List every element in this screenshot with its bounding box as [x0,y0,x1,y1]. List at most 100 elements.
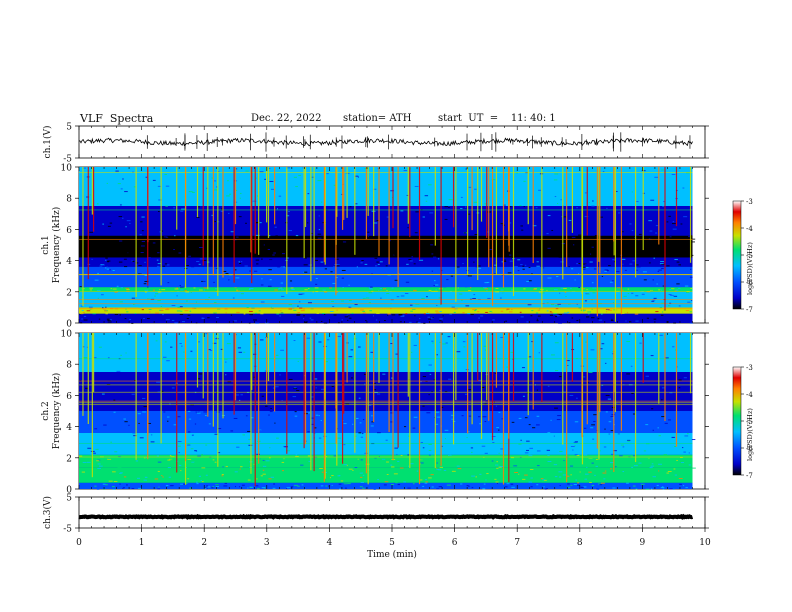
speckle [141,240,145,242]
speckle [93,359,95,361]
speckle [236,311,240,313]
speckle [403,481,407,483]
speckle [281,457,285,459]
speckle [249,305,254,307]
speckle [262,245,267,247]
speckle [634,313,639,315]
speckle [678,447,683,449]
speckle [179,286,184,288]
speckle [158,486,160,488]
speckle [510,457,515,459]
speckle [296,314,300,316]
y-axis-label: Frequency (kHz) [51,207,62,284]
sferic-spike [207,333,209,417]
speckle [308,288,310,290]
narrowband-line [79,384,693,386]
speckle [203,315,205,317]
speckle [403,170,408,172]
speckle [277,252,280,254]
speckle [384,295,387,297]
speckle [671,436,675,438]
speckle [459,438,461,440]
speckle [554,342,559,344]
speckle [650,465,655,467]
sferic-spike [91,333,93,478]
speckle [409,321,412,323]
speckle [270,407,272,409]
speckle [185,237,189,239]
colorbar-tick-label: -5 [746,418,753,426]
speckle [188,418,192,420]
speckle [563,216,567,218]
speckle [638,239,640,241]
speckle [504,460,508,462]
speckle [451,306,455,308]
speckle [359,207,362,209]
speckle [291,288,295,290]
speckle [621,305,624,307]
speckle [330,271,333,273]
speckle [493,273,497,275]
speckle [156,259,159,261]
y-tick-label: 5 [66,123,72,133]
speckle [337,322,340,324]
sferic-spike [532,333,534,410]
speckle [276,437,279,439]
speckle [578,307,582,309]
speckle [106,383,111,385]
speckle [146,318,150,320]
speckle [352,409,354,411]
speckle [143,457,146,459]
speckle [252,353,257,355]
speckle [211,177,214,179]
speckle [509,206,512,208]
speckle [496,424,499,426]
speckle [155,340,158,342]
speckle [654,251,658,253]
speckle [639,342,642,344]
speckle [658,334,663,336]
speckle [436,469,440,471]
speckle [256,263,259,265]
speckle [169,424,172,426]
sferic-spike [467,167,469,275]
speckle [209,257,211,259]
sferic-spike [689,333,692,394]
speckle [498,429,500,431]
speckle [661,387,665,389]
speckle [459,293,463,295]
narrowband-line [79,404,693,406]
speckle [630,365,633,367]
speckle [620,266,625,268]
speckle [402,314,405,316]
speckle [470,260,474,262]
sferic-spike [571,333,574,382]
speckle [104,267,107,269]
speckle [451,310,453,312]
speckle [189,487,192,489]
speckle [450,236,452,238]
sferic-spike [452,333,455,445]
speckle [379,261,383,263]
speckle [179,443,182,445]
speckle [152,259,154,261]
speckle [104,386,107,388]
speckle [609,281,613,283]
speckle [475,309,477,311]
speckle [670,290,674,292]
speckle [238,351,243,353]
speckle [329,310,334,312]
speckle [410,463,414,465]
sferic-spike [92,167,95,232]
speckle [298,301,301,303]
speckle [290,260,293,262]
sferic-spike [303,333,305,449]
speckle [675,315,679,317]
speckle [284,460,287,462]
speckle [534,372,537,374]
speckle [350,349,354,351]
speckle [547,257,549,259]
speckle [665,251,668,253]
speckle [120,354,122,356]
speckle [165,236,169,238]
